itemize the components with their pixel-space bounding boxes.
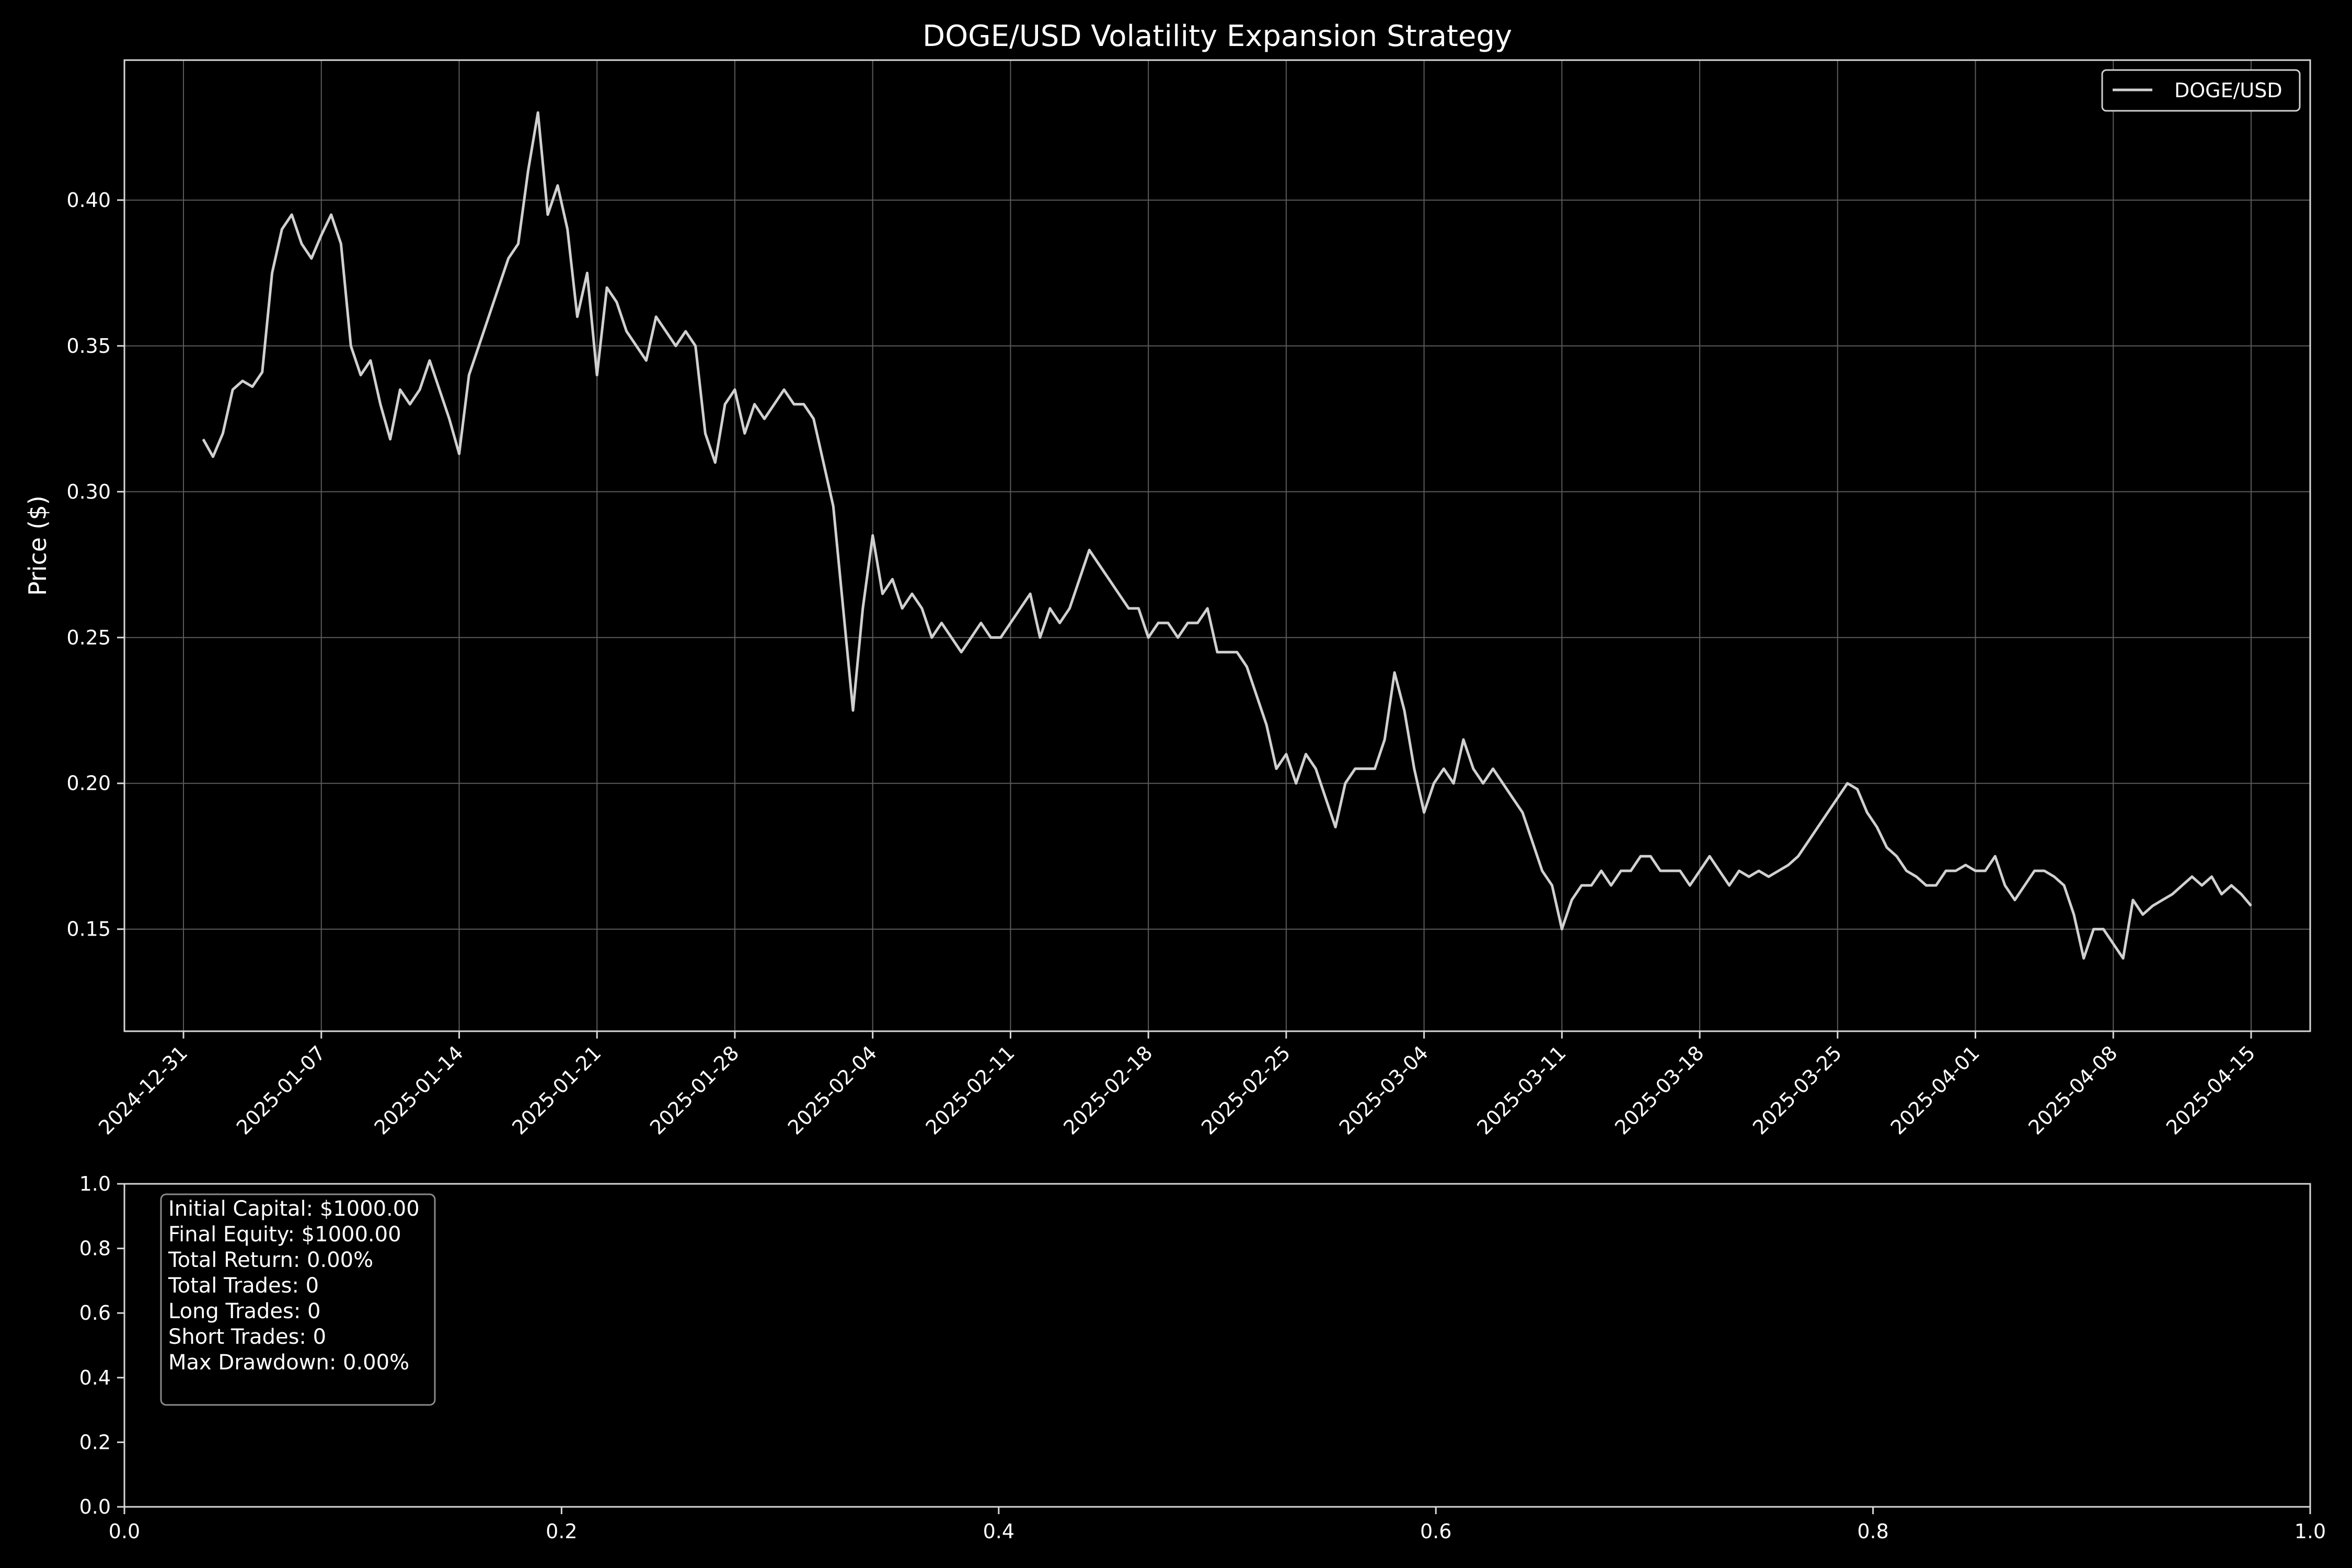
stats-y-tick-label: 0.2 xyxy=(79,1431,111,1454)
y-tick-label: 0.20 xyxy=(66,772,111,795)
price-plot-area xyxy=(124,60,2310,1031)
y-tick-label: 0.15 xyxy=(66,918,111,941)
stats-x-tick-label: 0.6 xyxy=(1420,1520,1451,1543)
stats-y-tick-label: 0.6 xyxy=(79,1301,111,1324)
chart-title: DOGE/USD Volatility Expansion Strategy xyxy=(923,19,1512,53)
price-axes-frame xyxy=(123,59,2311,1032)
y-tick-label: 0.30 xyxy=(66,480,111,503)
price-chart-panel: 0.150.200.250.300.350.40 2024-12-31 2025-… xyxy=(24,19,2311,1139)
y-axis-title: Price ($) xyxy=(24,495,52,596)
stats-y-tick-label: 0.0 xyxy=(79,1495,111,1518)
stats-y-axis: 0.0 0.2 0.4 0.6 0.8 1.0 xyxy=(79,1172,124,1518)
y-tick-label: 0.40 xyxy=(66,189,111,212)
stats-y-tick-label: 0.4 xyxy=(79,1366,111,1389)
stats-long-trades: Long Trades: 0 xyxy=(168,1299,321,1323)
stats-panel: 0.0 0.2 0.4 0.6 0.8 1.0 0.0 0.2 0.4 0.6 0.8 1.0 In… xyxy=(79,1172,2326,1543)
stats-total-trades: Total Trades: 0 xyxy=(168,1274,319,1298)
stats-max-drawdown: Max Drawdown: 0.00% xyxy=(168,1351,409,1375)
legend: DOGE/USD xyxy=(2101,69,2301,112)
stats-final-equity: Final Equity: $1000.00 xyxy=(168,1223,401,1247)
legend-label: DOGE/USD xyxy=(2174,79,2282,102)
stats-x-tick-label: 0.2 xyxy=(546,1520,577,1543)
legend-box xyxy=(2101,69,2301,112)
stats-text-box xyxy=(160,1193,436,1406)
stats-total-return: Total Return: 0.00% xyxy=(168,1248,373,1272)
stats-y-tick-label: 1.0 xyxy=(79,1172,111,1195)
stats-x-tick-label: 0.4 xyxy=(983,1520,1014,1543)
stats-x-tick-label: 1.0 xyxy=(2295,1520,2326,1543)
price-grid xyxy=(124,60,2310,1031)
price-y-axis: 0.15 0.20 0.25 0.30 0.35 0.40 xyxy=(66,189,124,941)
stats-initial-capital: Initial Capital: $1000.00 xyxy=(168,1197,420,1221)
stats-x-tick-label: 0.8 xyxy=(1857,1520,1888,1543)
y-tick-label: 0.25 xyxy=(66,626,111,649)
y-tick-label: 0.35 xyxy=(66,335,111,358)
stats-x-tick-label: 0.0 xyxy=(109,1520,140,1543)
stats-x-axis: 0.0 0.2 0.4 0.6 0.8 1.0 xyxy=(109,1507,2326,1543)
stats-y-tick-label: 0.8 xyxy=(79,1237,111,1260)
stats-axes-frame xyxy=(123,1183,2311,1508)
stats-short-trades: Short Trades: 0 xyxy=(168,1325,326,1349)
price-line-layer xyxy=(202,111,2252,960)
series-line-doge-usd xyxy=(202,111,2252,960)
